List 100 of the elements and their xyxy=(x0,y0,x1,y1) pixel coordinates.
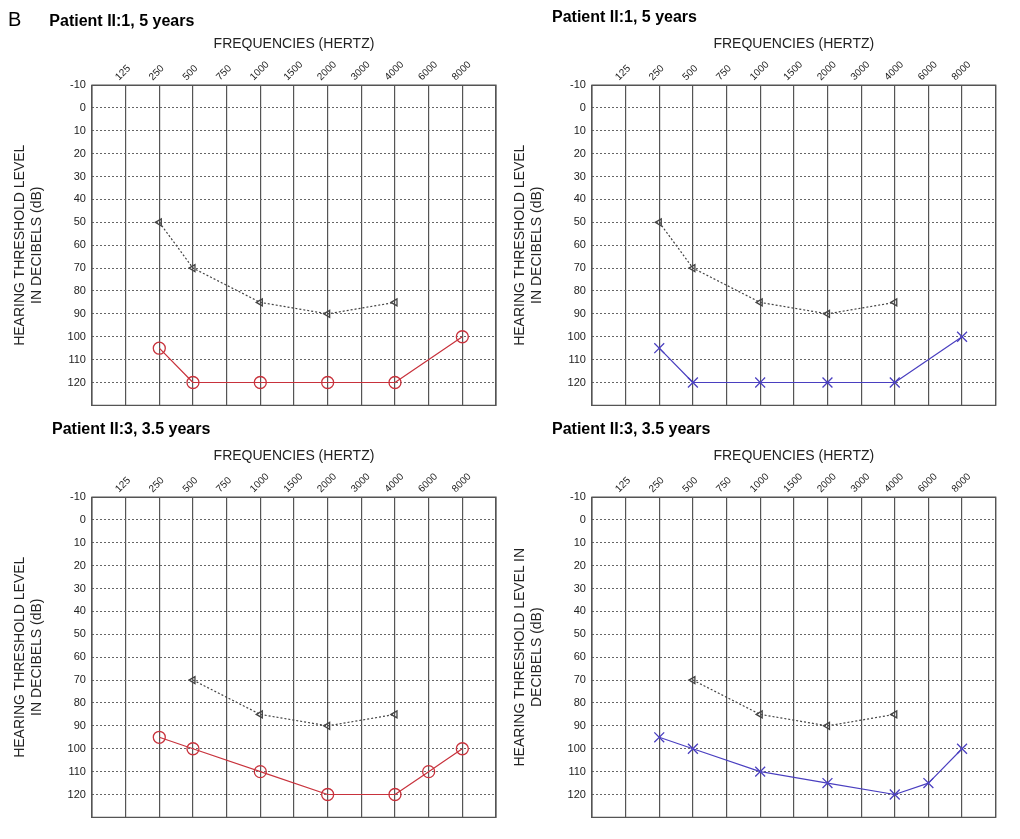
y-tick-label: -10 xyxy=(570,490,586,503)
y-axis-title: HEARING THRESHOLD LEVEL IN DECIBELS (dB) xyxy=(511,547,545,767)
x-axis-title: FREQUENCIES (HERTZ) xyxy=(713,447,875,464)
x-axis-title: FREQUENCIES (HERTZ) xyxy=(213,447,375,464)
x-tick-label: 250 xyxy=(146,474,167,495)
point xyxy=(654,218,662,227)
x-axis-title: FREQUENCIES (HERTZ) xyxy=(213,35,375,52)
y-tick-label: 10 xyxy=(73,535,86,548)
y-tick-label: 110 xyxy=(68,764,86,777)
point xyxy=(889,376,901,389)
y-tick-label: 110 xyxy=(568,352,586,365)
y-tick-label: 70 xyxy=(573,673,586,686)
x-tick-label: 125 xyxy=(612,62,633,83)
point xyxy=(687,743,699,755)
point xyxy=(754,376,766,389)
y-tick-label: 50 xyxy=(573,627,586,640)
y-tick-label: 40 xyxy=(73,604,86,617)
y-tick-label: 90 xyxy=(73,718,86,731)
point xyxy=(255,298,263,307)
point xyxy=(390,298,398,307)
y-tick-label: 40 xyxy=(573,192,586,205)
point xyxy=(688,263,696,273)
chart-title: Patient II:3, 3.5 years xyxy=(52,420,211,438)
point xyxy=(152,341,166,355)
y-tick-label: 0 xyxy=(79,512,86,525)
point xyxy=(188,675,196,685)
point xyxy=(889,788,901,801)
chart-title: Patient II:1, 5 years xyxy=(552,8,697,26)
x-tick-label: 250 xyxy=(646,62,667,83)
y-tick-label: 30 xyxy=(573,169,586,182)
point xyxy=(388,375,402,390)
point xyxy=(188,263,196,273)
y-tick-label: 60 xyxy=(73,238,86,251)
y-tick-label: 20 xyxy=(573,558,586,571)
point xyxy=(956,331,968,343)
y-tick-label: 40 xyxy=(573,604,586,617)
point xyxy=(186,375,200,390)
point xyxy=(687,376,699,389)
y-axis-title: HEARING THRESHOLD LEVEL IN DECIBELS (dB) xyxy=(511,144,545,346)
point xyxy=(455,330,469,344)
point xyxy=(321,375,335,390)
point xyxy=(821,376,834,389)
x-tick-label: 500 xyxy=(180,62,200,83)
y-tick-label: 0 xyxy=(579,512,586,525)
text: B xyxy=(8,8,22,31)
point xyxy=(755,710,763,719)
y-tick-label: 0 xyxy=(579,100,586,113)
point xyxy=(653,731,665,743)
y-tick-label: 60 xyxy=(73,650,86,663)
y-tick-label: 70 xyxy=(573,261,586,274)
chart-title: Patient II:3, 3.5 years xyxy=(552,420,711,438)
y-tick-label: 120 xyxy=(567,787,586,800)
x-tick-label: 750 xyxy=(713,62,734,83)
x-tick-label: 750 xyxy=(713,474,734,495)
y-tick-label: 100 xyxy=(67,741,86,754)
x-tick-label: 500 xyxy=(180,474,200,495)
y-tick-label: 120 xyxy=(67,787,86,800)
point xyxy=(323,721,331,730)
y-tick-label: 0 xyxy=(79,100,86,113)
y-axis-title: HEARING THRESHOLD LEVEL IN DECIBELS (dB) xyxy=(11,144,45,346)
point xyxy=(688,675,696,685)
point xyxy=(186,742,200,756)
point xyxy=(821,777,834,789)
y-tick-label: 90 xyxy=(573,306,586,319)
y-tick-label: -10 xyxy=(70,78,86,91)
x-tick-label: 125 xyxy=(112,62,133,83)
y-tick-label: 80 xyxy=(573,284,586,297)
y-tick-label: 80 xyxy=(73,284,86,297)
point xyxy=(653,342,665,354)
point xyxy=(154,218,162,227)
x-tick-label: 500 xyxy=(679,62,700,83)
y-tick-label: 10 xyxy=(73,123,86,136)
point xyxy=(822,309,831,318)
point xyxy=(321,787,335,802)
y-tick-label: 100 xyxy=(567,741,586,754)
y-tick-label: 50 xyxy=(573,215,586,228)
point xyxy=(388,787,402,802)
chart-title: Patient II:1, 5 years xyxy=(49,12,195,30)
point xyxy=(754,766,766,778)
x-tick-label: 750 xyxy=(213,474,234,495)
y-tick-label: 10 xyxy=(573,123,586,136)
point xyxy=(822,721,831,730)
point xyxy=(956,743,968,755)
y-tick-label: 100 xyxy=(567,329,586,342)
y-tick-label: 20 xyxy=(573,146,586,159)
point xyxy=(152,730,166,744)
y-tick-label: 80 xyxy=(73,696,86,709)
y-tick-label: 90 xyxy=(573,718,586,731)
y-tick-label: 120 xyxy=(67,375,86,388)
point xyxy=(890,710,898,719)
y-axis-title: HEARING THRESHOLD LEVEL IN DECIBELS (dB) xyxy=(11,556,45,758)
x-axis-title: FREQUENCIES (HERTZ) xyxy=(713,35,875,52)
point xyxy=(455,742,469,756)
x-tick-label: 750 xyxy=(213,62,234,83)
y-tick-label: 70 xyxy=(73,261,86,274)
y-tick-label: 60 xyxy=(573,238,586,251)
y-tick-label: 10 xyxy=(573,535,586,548)
x-tick-label: 125 xyxy=(112,474,133,495)
y-tick-label: -10 xyxy=(70,490,86,503)
point xyxy=(253,375,267,390)
